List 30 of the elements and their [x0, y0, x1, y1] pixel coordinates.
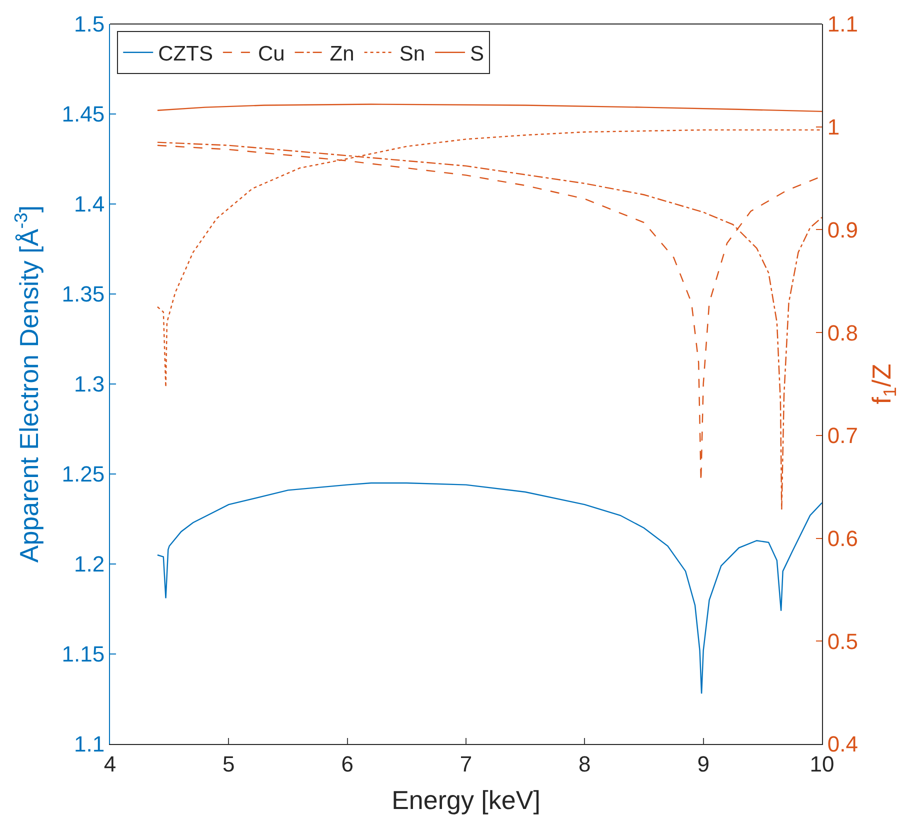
x-axis-title: Energy [keV]: [392, 785, 540, 816]
x-tick-label: 5: [222, 751, 235, 776]
y-tick-label: 1.15: [62, 642, 105, 667]
y2-tick-label: 0.5: [827, 628, 858, 654]
y-tick-label: 1.2: [74, 552, 105, 577]
y2-tick-label: 0.9: [827, 217, 858, 242]
y-tick-label: 1.25: [62, 462, 105, 487]
y2-tick-label: 0.8: [827, 320, 858, 346]
y2-tick-label: 1: [827, 114, 840, 140]
x-tick-label: 6: [341, 751, 354, 776]
legend-label: CZTS: [158, 42, 213, 66]
line-series: [156, 104, 822, 112]
line-series: [156, 482, 822, 694]
y-tick-label: 1.5: [74, 12, 105, 37]
x-tick-label: 9: [697, 751, 710, 776]
y2-tick-label: 0.6: [827, 526, 858, 551]
x-tick-label: 8: [578, 751, 591, 776]
legend-label: S: [470, 42, 484, 66]
y2-tick-label: 1.1: [827, 12, 858, 37]
y-tick-label: 1.45: [62, 102, 105, 127]
x-tick-label: 4: [104, 751, 116, 776]
legend-label: Zn: [330, 42, 354, 66]
legend-label: Cu: [258, 42, 285, 66]
y-tick-label: 1.4: [74, 192, 105, 217]
y-tick-label: 1.3: [74, 372, 105, 397]
y-tick-label: 1.1: [74, 732, 105, 757]
y2-tick-label: 0.7: [827, 423, 858, 448]
x-tick-label: 7: [460, 751, 472, 776]
legend-label: Sn: [399, 42, 426, 66]
y-tick-label: 1.35: [62, 282, 105, 307]
